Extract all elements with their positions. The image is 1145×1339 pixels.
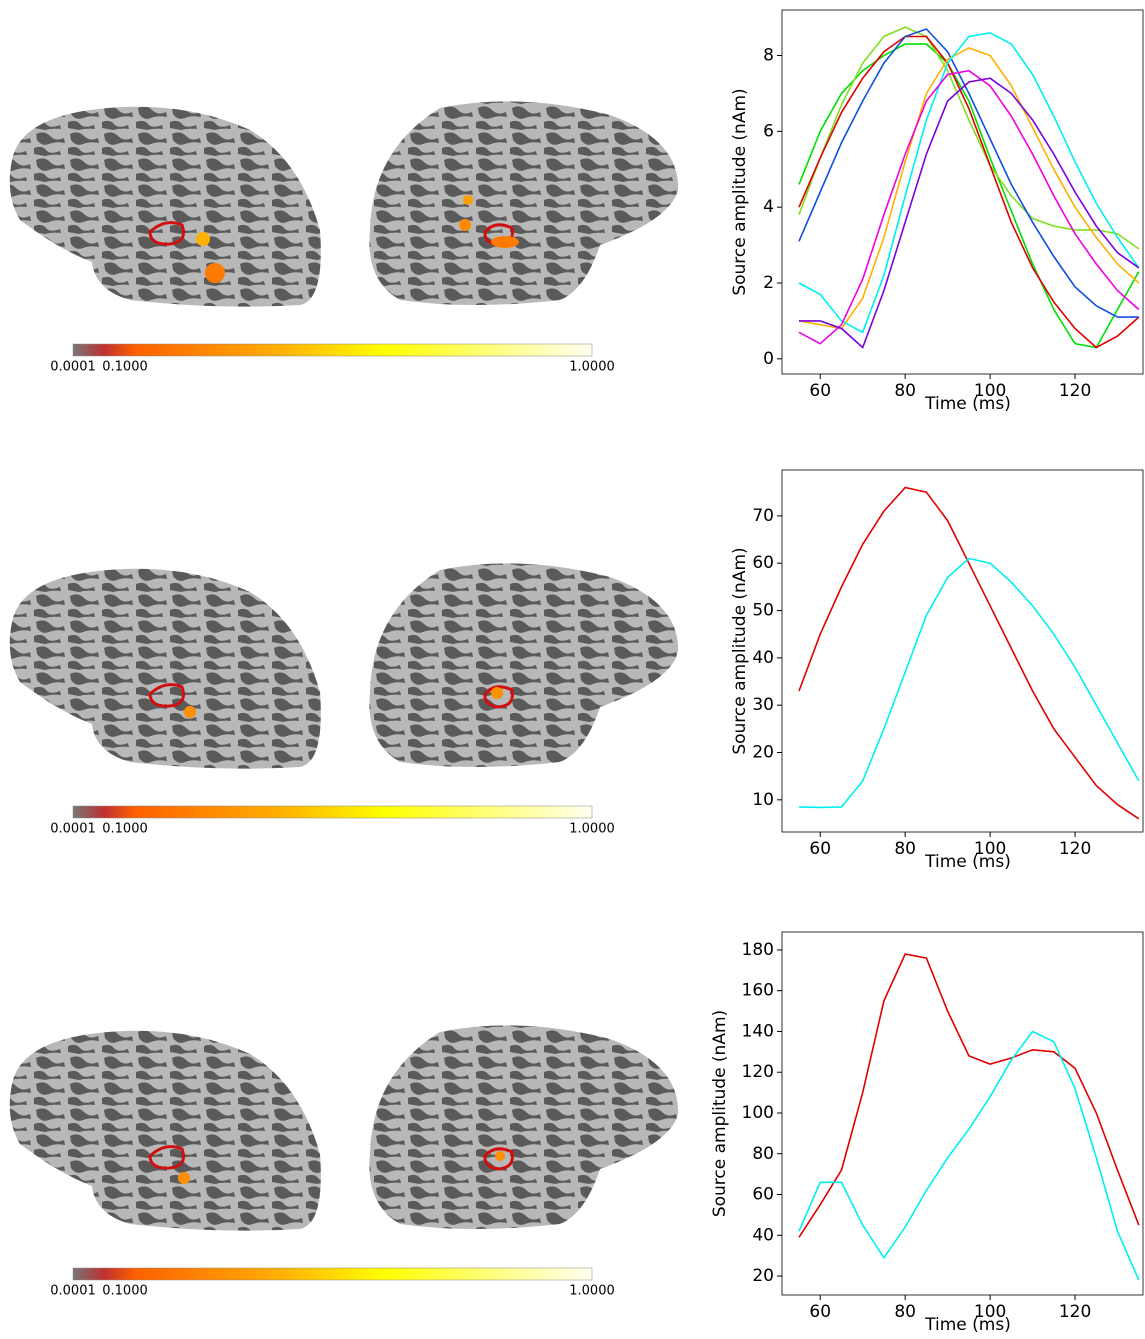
colorbar-label: 1.0000 [569, 1284, 615, 1299]
figure: 0.0001 0.1000 1.0000 0.0001 0.1000 1.0000 0.00… [0, 0, 1145, 1335]
activation [491, 687, 503, 699]
y-tick-label: 140 [742, 1021, 774, 1041]
series-line [799, 559, 1139, 808]
colorbar-label: 0.1000 [102, 822, 148, 837]
series-line [799, 488, 1139, 819]
y-tick-label: 60 [752, 1185, 774, 1205]
colorbar-label: 0.0001 [50, 1284, 96, 1299]
right-hemisphere [369, 1025, 678, 1229]
x-tick-label: 80 [894, 381, 916, 401]
y-axis-label: Source amplitude (nAm) [730, 88, 750, 295]
activation [178, 1172, 190, 1184]
series-line [799, 27, 1139, 249]
y-tick-label: 10 [752, 790, 774, 810]
x-tick-label: 80 [894, 839, 916, 859]
colorbar-label: 0.0001 [50, 822, 96, 837]
y-tick-label: 30 [752, 695, 774, 715]
plot-frame [782, 470, 1143, 832]
y-tick-label: 20 [752, 743, 774, 763]
colorbar-label: 0.1000 [102, 1284, 148, 1299]
activation [463, 195, 473, 205]
y-tick-label: 0 [763, 349, 774, 369]
colorbar-label: 0.1000 [102, 360, 148, 375]
plot-frame [782, 10, 1143, 374]
series-line [799, 37, 1139, 348]
y-axis-label: Source amplitude (nAm) [710, 1010, 730, 1217]
x-tick-label: 60 [809, 1302, 831, 1322]
right-hemisphere [369, 563, 678, 767]
activation [459, 219, 471, 231]
y-tick-label: 20 [752, 1266, 774, 1286]
y-tick-label: 70 [752, 506, 774, 526]
y-tick-label: 2 [763, 273, 774, 293]
activation [491, 236, 519, 248]
right-hemisphere [369, 101, 678, 305]
activation [196, 232, 210, 246]
activation [184, 706, 196, 718]
x-tick-label: 60 [809, 839, 831, 859]
colorbar-label: 0.0001 [50, 360, 96, 375]
series-line [799, 1032, 1139, 1281]
y-tick-label: 60 [752, 553, 774, 573]
left-hemisphere [10, 107, 321, 307]
series-line [799, 33, 1139, 333]
x-axis-label: Time (ms) [924, 394, 1011, 414]
x-axis-label: Time (ms) [924, 1315, 1011, 1335]
brain-row [10, 1025, 678, 1230]
colorbar-label: 1.0000 [569, 360, 615, 375]
activation [495, 1151, 505, 1161]
y-tick-label: 180 [742, 940, 774, 960]
x-axis-label: Time (ms) [924, 852, 1011, 872]
x-tick-label: 120 [1059, 381, 1091, 401]
colorbar [73, 806, 592, 818]
x-tick-label: 120 [1059, 1302, 1091, 1322]
plot-frame [782, 932, 1143, 1295]
left-hemisphere [10, 569, 321, 769]
series-line [799, 954, 1139, 1237]
y-tick-label: 8 [763, 46, 774, 66]
colorbar [73, 344, 592, 356]
y-tick-label: 160 [742, 981, 774, 1001]
brain-row [10, 563, 678, 768]
y-axis-label: Source amplitude (nAm) [730, 547, 750, 754]
x-tick-label: 80 [894, 1302, 916, 1322]
x-tick-label: 60 [809, 381, 831, 401]
colorbar [73, 1268, 592, 1280]
y-tick-label: 80 [752, 1144, 774, 1164]
y-tick-label: 40 [752, 1225, 774, 1245]
series-line [799, 29, 1139, 317]
left-hemisphere [10, 1031, 321, 1231]
y-tick-label: 100 [742, 1103, 774, 1123]
x-tick-label: 120 [1059, 839, 1091, 859]
y-tick-label: 40 [752, 648, 774, 668]
y-tick-label: 6 [763, 121, 774, 141]
y-tick-label: 4 [763, 197, 774, 217]
brain-row [10, 101, 678, 306]
activation [205, 263, 225, 283]
y-tick-label: 50 [752, 601, 774, 621]
series-line [799, 71, 1139, 344]
colorbar-label: 1.0000 [569, 822, 615, 837]
y-tick-label: 120 [742, 1062, 774, 1082]
